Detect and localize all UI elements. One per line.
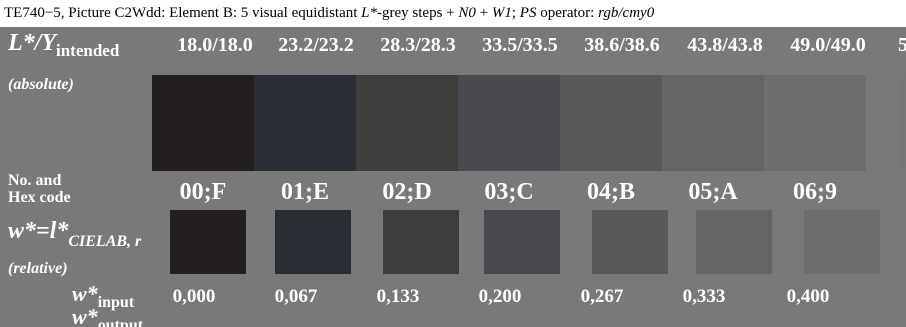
w-output-main: w* — [72, 304, 98, 327]
column-header: 49.0/49.0 — [790, 34, 866, 56]
small-grey-patch — [696, 210, 772, 274]
caption-lstar: L* — [361, 5, 378, 21]
column-header: 23.2/23.2 — [278, 34, 354, 56]
caption-semi: ; — [511, 5, 520, 21]
column-header: 43.8/43.8 — [687, 34, 763, 56]
w-output-label: w*output — [72, 306, 143, 327]
small-grey-patch — [170, 210, 246, 274]
column-header: 33.5/33.5 — [482, 34, 558, 56]
small-grey-patch — [804, 210, 880, 274]
w-input-sub: input — [97, 294, 135, 311]
caption-operator: operator: — [536, 5, 599, 21]
grey-panel: L*/Yintended (absolute) No. and Hex code … — [0, 27, 906, 327]
w-label-main: w*=l* — [8, 218, 69, 244]
large-grey-patch — [458, 75, 560, 171]
relative-label: (relative) — [8, 260, 68, 277]
large-grey-patch — [356, 75, 458, 171]
hex-code: 00;F — [179, 179, 227, 205]
hex-code: 03;C — [484, 179, 534, 205]
large-grey-patch — [764, 75, 866, 171]
hex-code: 05;A — [688, 179, 738, 205]
large-grey-patch — [152, 75, 254, 171]
w-input-main: w* — [72, 281, 98, 306]
w-value: 0,000 — [172, 286, 216, 307]
caption-prefix: TE740−5, Picture C2Wdd: Element B: 5 vis… — [4, 5, 362, 21]
column-header: 18.0/18.0 — [177, 34, 253, 56]
large-grey-patch — [254, 75, 356, 171]
lstar-label: L*/Yintended — [8, 31, 119, 59]
cut-off-patch — [899, 75, 906, 171]
column-header: 38.6/38.6 — [584, 34, 660, 56]
caption-plus: + — [475, 5, 492, 21]
small-grey-patch — [484, 210, 560, 274]
lstar-label-sub: intended — [56, 41, 120, 60]
column-header: 28.3/28.3 — [380, 34, 456, 56]
hex-code: 04;B — [587, 179, 635, 205]
caption-mid: -grey steps + — [377, 5, 459, 21]
w-output-sub: output — [97, 317, 144, 327]
large-grey-patch — [560, 75, 662, 171]
w-value: 0,067 — [274, 286, 318, 307]
hex-code-label: Hex code — [8, 188, 71, 206]
w-value: 0,267 — [580, 286, 624, 307]
caption-n0: N0 — [458, 5, 476, 21]
absolute-label: (absolute) — [8, 76, 74, 93]
no-hex-label: No. and Hex code — [8, 172, 71, 207]
w-value: 0,400 — [786, 286, 830, 307]
lstar-label-main: L*/Y — [8, 30, 56, 56]
large-grey-patch — [662, 75, 764, 171]
w-value: 0,333 — [682, 286, 726, 307]
w-cielab-label: w*=l*CIELAB, r — [8, 219, 141, 250]
w-value: 0,133 — [376, 286, 420, 307]
w-label-sub: CIELAB, r — [68, 233, 142, 250]
caption-ps: PS — [519, 5, 537, 21]
small-grey-patch — [383, 210, 459, 274]
hex-code: 01;E — [281, 179, 329, 205]
caption-mode: rgb/cmy0 — [598, 5, 655, 21]
caption-w1: W1 — [491, 5, 512, 21]
caption-line: TE740−5, Picture C2Wdd: Element B: 5 vis… — [4, 2, 904, 24]
hex-code: 02;D — [382, 179, 432, 205]
cut-off-column-header: 5 — [898, 34, 906, 56]
no-and-label: No. and — [8, 172, 62, 189]
w-value: 0,200 — [478, 286, 522, 307]
hex-code: 06;9 — [793, 179, 837, 205]
w-input-label: w*input — [72, 283, 134, 311]
small-grey-patch — [275, 210, 351, 274]
small-grey-patch — [592, 210, 668, 274]
